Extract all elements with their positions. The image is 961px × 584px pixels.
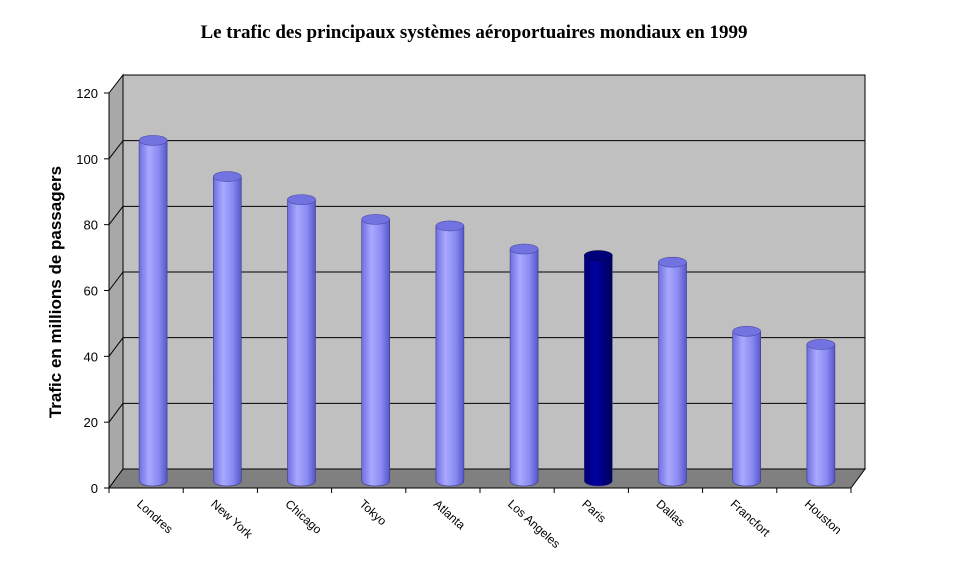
y-tick-label: 20 [84, 415, 98, 430]
chart-title: Le trafic des principaux systèmes aéropo… [200, 22, 747, 43]
gridline-side [108, 206, 124, 225]
y-tick-label: 40 [84, 349, 98, 364]
y-tick-label: 120 [76, 86, 98, 101]
y-tick-label: 60 [84, 284, 98, 299]
x-tick-label: Atlanta [431, 497, 468, 533]
x-tick-label: Paris [579, 497, 609, 526]
y-tick-label: 80 [84, 218, 98, 233]
x-tick-label: Chicago [282, 497, 324, 537]
x-tick-label: Dallas [653, 497, 687, 530]
x-tick-label: Los Angeles [505, 497, 563, 551]
bar-body [138, 140, 168, 487]
bar-top [138, 135, 168, 146]
bar-top [287, 194, 316, 205]
bar-body [584, 255, 613, 487]
bars [138, 135, 836, 487]
bar-francfort [732, 325, 762, 487]
bar-top [213, 171, 242, 182]
x-tick-label: Houston [802, 497, 845, 537]
gridline-side [108, 403, 124, 423]
bar-top [509, 243, 539, 255]
x-axis: Londres New York Chicago Tokyo Atlanta Los An… [108, 487, 852, 551]
bar-los-angeles [509, 243, 539, 487]
y-tick-label: 100 [76, 152, 98, 167]
bar-tokyo [361, 214, 391, 487]
bar-new-york [213, 171, 242, 487]
bar-body [287, 199, 316, 487]
bar-dallas [658, 256, 687, 487]
bar-body [658, 261, 687, 487]
bar-chicago [287, 194, 316, 487]
bar-top [361, 214, 391, 225]
bar-body [732, 330, 761, 487]
gridline-side [108, 271, 124, 291]
bar-top [583, 250, 613, 261]
bar-top [732, 325, 762, 337]
bar-atlanta [435, 220, 465, 487]
bar-top [806, 339, 836, 350]
bar-paris [583, 250, 613, 487]
bar-top [435, 220, 465, 232]
x-tick-label: Tokyo [357, 497, 390, 529]
bar-body [361, 219, 390, 487]
bar-body [435, 225, 465, 487]
bar-houston [806, 339, 836, 487]
bar-body [213, 176, 242, 487]
bar-londres [138, 135, 168, 487]
gridline-side [108, 140, 124, 160]
bar-body [806, 344, 836, 487]
x-tick-label: Londres [134, 497, 176, 536]
x-tick-label: Francfort [728, 497, 774, 540]
gridline-side [108, 337, 124, 357]
y-axis-label: Trafic en millions de passagers [46, 166, 65, 418]
bar-body [509, 248, 539, 487]
y-axis: 0 20 40 60 80 100 120 [76, 86, 110, 496]
bar-top [658, 256, 687, 268]
y-tick-label: 0 [91, 481, 98, 496]
x-tick-label: New York [208, 497, 256, 542]
